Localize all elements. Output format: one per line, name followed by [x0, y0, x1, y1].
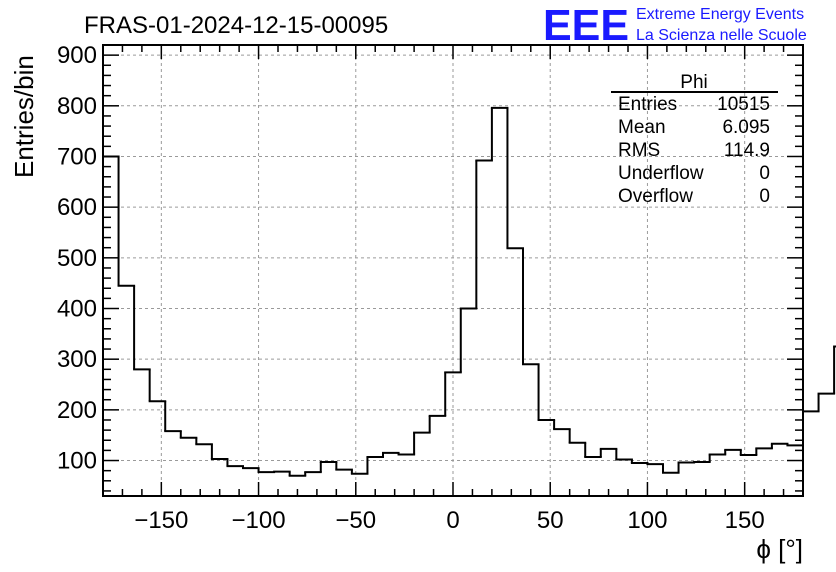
x-tick-label: 100 [627, 507, 667, 534]
stats-label: Entries [618, 94, 677, 115]
stats-row: Entries 10515 [618, 94, 770, 115]
x-tick-label: 150 [725, 507, 765, 534]
stats-value: 6.095 [722, 117, 770, 138]
x-tick-label: −100 [232, 507, 286, 534]
y-tick-label: 700 [57, 143, 97, 170]
x-tick-label: 50 [537, 507, 564, 534]
stats-label: RMS [618, 140, 660, 161]
x-tick-label: −150 [134, 507, 188, 534]
y-tick-label: 900 [57, 42, 97, 69]
logo-line-2: La Scienza nelle Scuole [636, 27, 807, 44]
x-tick-label: 0 [446, 507, 459, 534]
x-axis: −150 −100 −50 0 50 100 150 [121, 45, 785, 534]
stats-row: Underflow 0 [618, 163, 770, 184]
stats-box: Phi Entries 10515 Mean 6.095 RMS 114.9 U… [611, 72, 778, 207]
stats-label: Underflow [618, 163, 704, 184]
stats-row: RMS 114.9 [618, 140, 770, 161]
stats-value: 0 [759, 163, 770, 184]
y-tick-label: 300 [57, 346, 97, 373]
grid-lines [103, 45, 803, 496]
y-tick-label: 400 [57, 296, 97, 323]
stats-title: Phi [680, 72, 707, 93]
logo-mark: EEE [543, 1, 629, 50]
histogram [102, 106, 836, 496]
y-tick-label: 800 [57, 93, 97, 120]
stats-value: 114.9 [724, 140, 770, 161]
chart-title: FRAS-01-2024-12-15-00095 [84, 12, 388, 39]
stats-row: Overflow 0 [618, 186, 770, 207]
x-tick-label: −50 [335, 507, 376, 534]
x-axis-label: ϕ [°] [756, 534, 803, 564]
stats-row: Mean 6.095 [618, 117, 770, 138]
logo-line-1: Extreme Energy Events [636, 6, 804, 23]
eee-logo: EEE Extreme Energy Events La Scienza nel… [543, 1, 807, 50]
y-tick-label: 600 [57, 194, 97, 221]
y-axis-label: Entries/bin [9, 55, 39, 178]
stats-label: Mean [618, 117, 666, 138]
stats-label: Overflow [618, 186, 693, 207]
stats-value: 0 [759, 186, 770, 207]
y-tick-label: 200 [57, 397, 97, 424]
stats-value: 10515 [717, 94, 770, 115]
y-tick-label: 100 [57, 448, 97, 475]
y-axis: 100 200 300 400 500 600 700 800 900 [57, 42, 803, 492]
y-tick-label: 500 [57, 245, 97, 272]
